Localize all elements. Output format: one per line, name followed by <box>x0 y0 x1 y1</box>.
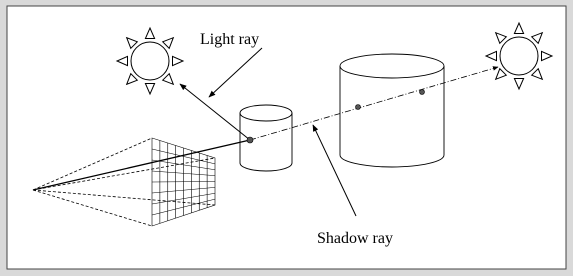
sun-ray <box>513 78 525 91</box>
grid-line <box>151 198 216 216</box>
hit-point <box>246 136 254 144</box>
label-arrow <box>208 47 263 98</box>
sun-ray <box>144 26 156 39</box>
sun-ray <box>115 55 128 67</box>
big-cylinder <box>339 53 445 168</box>
sun-ray <box>513 21 525 34</box>
shadow-ray <box>249 66 499 141</box>
sun-ray <box>494 67 508 81</box>
hit-point <box>355 104 361 110</box>
sun <box>484 21 554 91</box>
shadow-ray-label: Shadow ray <box>317 230 393 247</box>
view-frustum <box>32 137 216 227</box>
sun-disc <box>130 41 170 81</box>
sun-ray <box>144 83 156 96</box>
light-ray <box>179 83 251 141</box>
sun-ray <box>541 50 554 62</box>
hit-point <box>419 89 425 95</box>
light-ray-label: Light ray <box>200 31 259 48</box>
sun-ray <box>161 36 175 50</box>
grid-line <box>151 181 216 183</box>
sun-ray <box>125 72 139 86</box>
sun-ray <box>125 36 139 50</box>
sun-disc <box>499 36 539 76</box>
eye-ray <box>32 139 251 191</box>
sun-ray <box>530 31 544 45</box>
sun-ray <box>172 55 185 67</box>
grid-line <box>151 192 216 205</box>
sun <box>115 26 185 96</box>
grid-line <box>151 187 216 194</box>
sun-ray <box>161 72 175 86</box>
label-arrow <box>312 124 357 217</box>
small-cylinder <box>239 104 293 172</box>
sun-ray <box>484 50 497 62</box>
sun-ray <box>530 67 544 81</box>
sun-ray <box>494 31 508 45</box>
